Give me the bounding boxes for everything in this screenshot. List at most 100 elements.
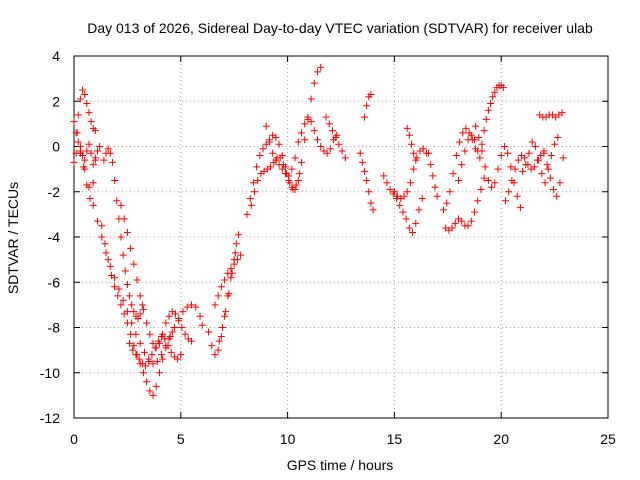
- data-point: [559, 154, 567, 162]
- data-point: [228, 269, 236, 277]
- data-point: [196, 312, 204, 320]
- data-point: [462, 124, 470, 132]
- data-point: [275, 161, 283, 169]
- data-point: [396, 201, 404, 209]
- data-point: [259, 145, 267, 153]
- data-point: [151, 344, 159, 352]
- data-point: [295, 170, 303, 178]
- data-point: [111, 176, 119, 184]
- data-point: [119, 296, 127, 304]
- data-point: [489, 93, 497, 101]
- data-point: [81, 165, 89, 173]
- data-point: [304, 113, 312, 121]
- data-point: [117, 233, 125, 241]
- data-point: [458, 161, 466, 169]
- series-track-12: [243, 131, 299, 218]
- data-point: [386, 185, 394, 193]
- data-point: [491, 88, 499, 96]
- data-point: [134, 314, 142, 322]
- data-point: [380, 172, 388, 180]
- data-point: [76, 95, 84, 103]
- data-point: [500, 143, 508, 150]
- data-point: [123, 319, 131, 327]
- data-point: [301, 120, 309, 128]
- data-point: [553, 192, 561, 200]
- series-track-23: [440, 124, 480, 214]
- data-point: [358, 158, 366, 166]
- data-point: [433, 192, 441, 200]
- data-point: [487, 100, 495, 108]
- data-point: [237, 251, 245, 259]
- data-point: [130, 260, 138, 268]
- data-point: [128, 301, 136, 309]
- data-point: [275, 140, 283, 148]
- data-point: [85, 140, 93, 148]
- data-point: [106, 149, 114, 157]
- data-point: [531, 143, 539, 150]
- series-track-5: [100, 145, 146, 322]
- data-point: [449, 170, 457, 178]
- data-point: [278, 165, 286, 173]
- data-point: [70, 118, 78, 126]
- data-point: [81, 156, 89, 164]
- data-point: [407, 140, 415, 148]
- data-point: [476, 154, 484, 162]
- data-point: [126, 339, 134, 347]
- data-point: [91, 154, 99, 162]
- series-track-3: [70, 138, 104, 169]
- data-point: [267, 163, 275, 171]
- data-point: [402, 215, 410, 223]
- data-point: [314, 136, 322, 144]
- data-point: [513, 192, 521, 200]
- data-point: [158, 351, 166, 359]
- data-point: [544, 165, 552, 173]
- data-point: [541, 179, 549, 187]
- data-point: [146, 387, 154, 395]
- x-tick-label: 20: [493, 431, 509, 447]
- data-point: [247, 201, 255, 209]
- data-point: [227, 274, 235, 282]
- data-point: [221, 276, 229, 284]
- data-point: [96, 143, 104, 150]
- data-point: [474, 197, 482, 205]
- series-track-9: [205, 240, 240, 359]
- data-point: [178, 324, 186, 331]
- data-point: [481, 163, 489, 171]
- data-point: [136, 292, 144, 300]
- data-point: [480, 174, 488, 182]
- data-point: [464, 136, 472, 144]
- data-point: [356, 149, 364, 157]
- data-point: [159, 355, 167, 363]
- series-track-15: [294, 113, 341, 157]
- data-point: [98, 233, 106, 241]
- data-point: [183, 303, 191, 311]
- series-track-7: [117, 201, 195, 352]
- data-point: [307, 95, 315, 103]
- data-point: [87, 149, 95, 157]
- data-point: [332, 133, 340, 141]
- data-point: [81, 90, 89, 98]
- data-point: [307, 118, 315, 126]
- data-point: [145, 357, 153, 365]
- data-point: [104, 256, 112, 264]
- data-point: [117, 201, 125, 209]
- data-point: [406, 179, 414, 187]
- y-tick-label: 0: [52, 139, 60, 155]
- y-axis-label: SDTVAR / TECUs: [5, 182, 21, 294]
- data-point: [234, 231, 242, 239]
- data-point: [171, 310, 179, 318]
- data-point: [360, 167, 368, 175]
- data-point: [550, 185, 558, 193]
- data-point: [107, 271, 115, 279]
- data-point: [491, 179, 499, 187]
- data-point: [114, 292, 122, 300]
- data-point: [127, 244, 135, 252]
- data-point: [310, 79, 318, 87]
- data-point: [85, 109, 93, 117]
- data-point: [456, 138, 464, 146]
- data-point: [310, 127, 318, 135]
- data-point: [292, 181, 300, 189]
- data-point: [262, 122, 270, 130]
- data-point: [440, 206, 448, 214]
- chart-title: Day 013 of 2026, Sidereal Day-to-day VTE…: [87, 20, 593, 36]
